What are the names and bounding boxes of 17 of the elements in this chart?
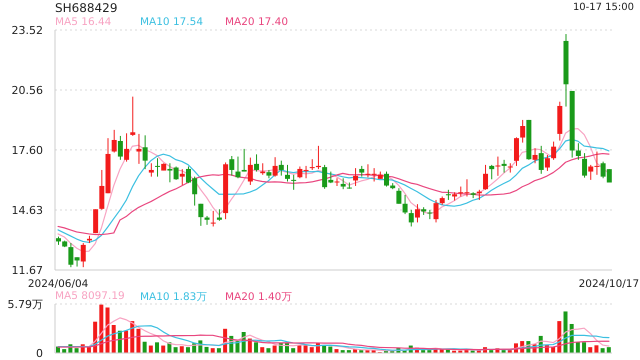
series-label: MA5 8097.19 (55, 290, 126, 304)
text: 10-17 15:00 (572, 2, 634, 13)
text: MA20 1.40万 (225, 290, 294, 304)
x-tick-label: 2024/10/17 (578, 278, 640, 290)
y-tick-label: 23.52 (12, 24, 43, 37)
text: MA5 16.44 (55, 16, 112, 28)
chart-title: SH688429 (55, 1, 118, 15)
y-tick-label: 0 (36, 347, 43, 360)
y-tick-label: 20.56 (12, 84, 43, 97)
y-tick-label: 11.67 (12, 264, 43, 277)
y-tick-label: 14.63 (12, 204, 43, 218)
x-tick-label: 2024/06/04 (28, 278, 89, 290)
y-tick-label: 17.60 (12, 144, 43, 157)
y-tick-label: 5.79万 (8, 298, 43, 311)
text: MA10 17.54 (140, 16, 204, 28)
text: MA10 1.83万 (140, 290, 208, 304)
text: MA20 17.40 (225, 16, 289, 28)
